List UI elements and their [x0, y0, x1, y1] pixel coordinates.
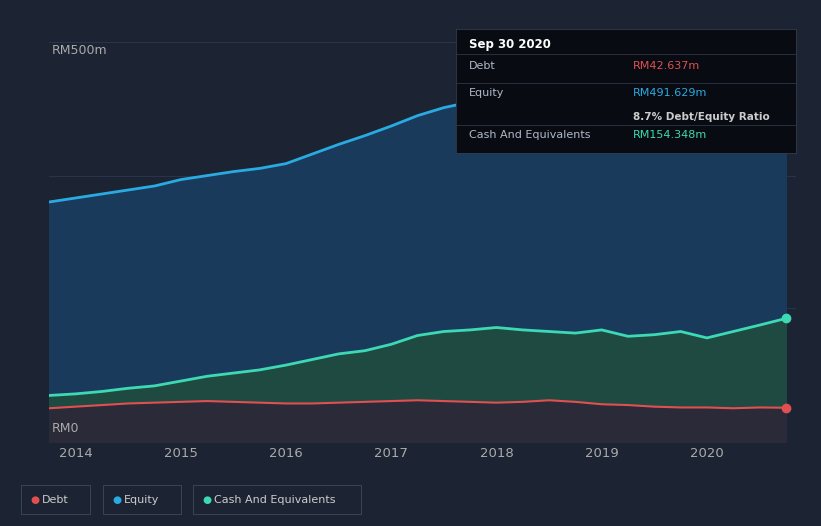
Text: Debt: Debt [42, 495, 69, 505]
Text: RM42.637m: RM42.637m [633, 61, 700, 71]
Text: ●: ● [30, 495, 39, 505]
Text: Cash And Equivalents: Cash And Equivalents [470, 130, 591, 140]
Text: RM500m: RM500m [52, 45, 107, 57]
Text: RM491.629m: RM491.629m [633, 88, 707, 98]
Text: RM0: RM0 [52, 422, 79, 436]
Text: ●: ● [203, 495, 212, 505]
Text: Equity: Equity [124, 495, 159, 505]
Text: ●: ● [112, 495, 122, 505]
Text: Sep 30 2020: Sep 30 2020 [470, 37, 551, 50]
Text: RM154.348m: RM154.348m [633, 130, 707, 140]
Text: Equity: Equity [470, 88, 505, 98]
Text: Cash And Equivalents: Cash And Equivalents [214, 495, 336, 505]
Text: Debt: Debt [470, 61, 496, 71]
Text: 8.7% Debt/Equity Ratio: 8.7% Debt/Equity Ratio [633, 112, 769, 122]
